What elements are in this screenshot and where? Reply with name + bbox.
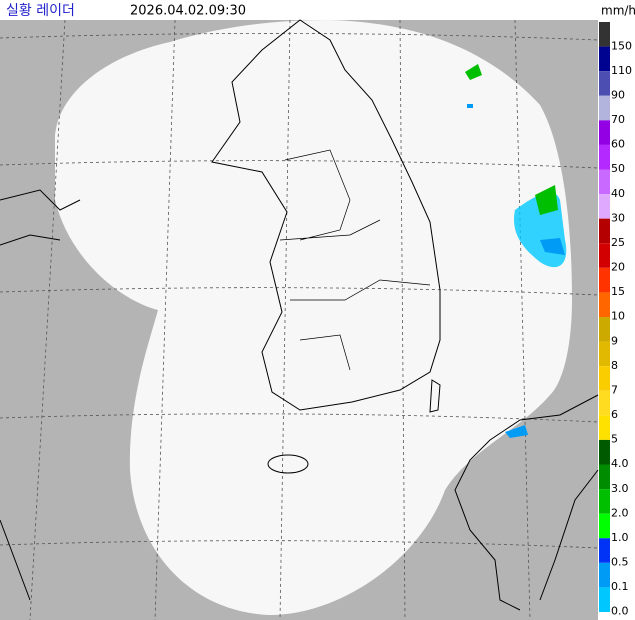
grid-line (154, 19, 176, 620)
legend-label: 110 (611, 64, 632, 77)
legend-label: 20 (611, 261, 625, 274)
peninsula (211, 19, 441, 411)
legend-swatch (599, 22, 610, 47)
legend-swatch (599, 71, 610, 96)
legend-swatch (599, 267, 610, 293)
echo (465, 64, 482, 80)
legend-label: 25 (611, 236, 625, 249)
legend-label: 0.1 (611, 580, 629, 593)
legend-label: 7 (611, 383, 618, 396)
legend-swatch (599, 169, 610, 195)
legend-label: 10 (611, 310, 625, 323)
legend-swatch (599, 562, 610, 588)
legend-swatch (599, 243, 610, 268)
legend-label: 8 (611, 359, 618, 372)
grid-line (399, 19, 406, 620)
legend-swatch (599, 194, 610, 219)
echo (540, 238, 565, 255)
graticule (0, 19, 599, 620)
legend-label: 4.0 (611, 457, 629, 470)
legend-label: 30 (611, 211, 625, 224)
legend-swatch (599, 292, 610, 317)
legend-swatch (599, 120, 610, 145)
legend-swatch (599, 341, 610, 367)
echo (467, 104, 473, 108)
legend-label: 15 (611, 285, 625, 298)
legend-label: 1.0 (611, 531, 629, 544)
legend-swatch (599, 513, 610, 539)
grid-line (29, 19, 66, 620)
legend-label: 40 (611, 187, 625, 200)
legend-label: 2.0 (611, 506, 629, 519)
legend-swatch (599, 366, 610, 391)
legend-swatch (599, 46, 610, 72)
china-coast (0, 189, 81, 601)
legend-swatch (599, 218, 610, 244)
echo (535, 185, 558, 215)
legend-label: 0.0 (611, 605, 629, 618)
legend-swatch (599, 439, 610, 465)
legend-swatch (599, 415, 610, 440)
legend-label: 3.0 (611, 482, 629, 495)
legend-label: 9 (611, 334, 618, 347)
grid-line (279, 19, 291, 620)
legend: 150 110 90 70 60 50 40 30 25 20 15 10 9 8 7 6 5 4.0 3.0 2.0… (599, 22, 632, 618)
legend-swatch (599, 390, 610, 416)
map (0, 19, 599, 620)
legend-swatch (599, 144, 610, 170)
legend-swatch (599, 464, 610, 490)
japan-coast (454, 394, 599, 611)
radar-coverage (55, 20, 572, 615)
header-bar (0, 0, 635, 20)
legend-label: 50 (611, 162, 625, 175)
legend-label: 0.5 (611, 556, 629, 569)
jeju (267, 454, 309, 474)
timestamp: 2026.04.02.09:30 (130, 4, 246, 19)
legend-swatch (599, 95, 610, 121)
legend-label: 90 (611, 88, 625, 101)
province-borders (279, 149, 431, 371)
legend-label: 60 (611, 138, 625, 151)
legend-swatch (599, 587, 610, 612)
echo (505, 425, 528, 438)
legend-label: 6 (611, 408, 618, 421)
legend-label: 5 (611, 433, 618, 446)
tsushima (429, 379, 441, 413)
rain-echoes (465, 64, 567, 438)
legend-label: 70 (611, 113, 625, 126)
legend-label: 150 (611, 39, 632, 52)
grid-line (514, 19, 531, 620)
title: 실황 레이더 (6, 3, 75, 19)
coastlines (0, 19, 599, 611)
legend-swatch (599, 489, 610, 514)
legend-swatch (599, 538, 610, 563)
legend-swatch (599, 317, 610, 342)
unit: mm/h (601, 4, 635, 18)
